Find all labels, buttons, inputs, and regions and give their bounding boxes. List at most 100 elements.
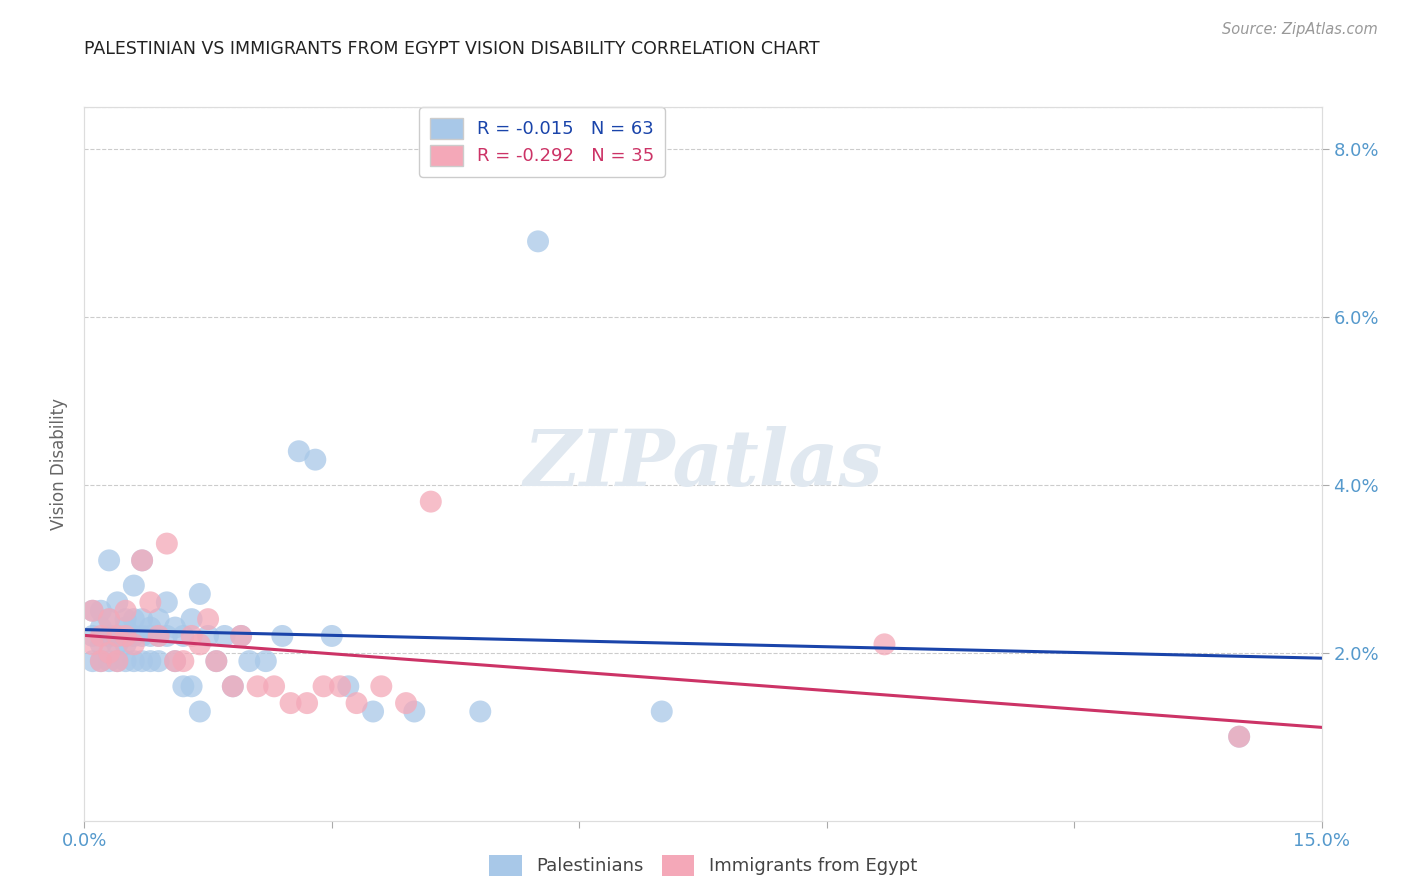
Point xyxy=(98,553,121,567)
Point xyxy=(1227,730,1250,744)
Point xyxy=(651,705,673,719)
Point xyxy=(98,612,121,626)
Point xyxy=(114,637,136,651)
Point xyxy=(98,629,121,643)
Point xyxy=(271,629,294,643)
Point xyxy=(172,679,194,693)
Point xyxy=(180,629,202,643)
Point xyxy=(361,705,384,719)
Point xyxy=(82,604,104,618)
Point xyxy=(98,629,121,643)
Point xyxy=(222,679,245,693)
Point xyxy=(295,696,318,710)
Point xyxy=(105,595,128,609)
Point xyxy=(90,654,112,668)
Point xyxy=(122,612,145,626)
Point xyxy=(205,654,228,668)
Point xyxy=(312,679,335,693)
Point xyxy=(180,612,202,626)
Point xyxy=(165,654,187,668)
Point xyxy=(105,637,128,651)
Point xyxy=(122,578,145,592)
Point xyxy=(82,654,104,668)
Point xyxy=(82,604,104,618)
Point xyxy=(188,637,211,651)
Point xyxy=(131,553,153,567)
Point xyxy=(470,705,492,719)
Point xyxy=(131,654,153,668)
Point xyxy=(873,637,896,651)
Point xyxy=(321,629,343,643)
Legend: Palestinians, Immigrants from Egypt: Palestinians, Immigrants from Egypt xyxy=(482,847,924,883)
Point xyxy=(139,595,162,609)
Point xyxy=(180,679,202,693)
Point xyxy=(246,679,269,693)
Point xyxy=(370,679,392,693)
Point xyxy=(139,654,162,668)
Point xyxy=(122,637,145,651)
Point xyxy=(105,629,128,643)
Text: PALESTINIAN VS IMMIGRANTS FROM EGYPT VISION DISABILITY CORRELATION CHART: PALESTINIAN VS IMMIGRANTS FROM EGYPT VIS… xyxy=(84,40,820,58)
Point xyxy=(122,654,145,668)
Point xyxy=(82,629,104,643)
Point xyxy=(122,629,145,643)
Point xyxy=(395,696,418,710)
Point xyxy=(114,629,136,643)
Point xyxy=(288,444,311,458)
Point xyxy=(263,679,285,693)
Point xyxy=(139,621,162,635)
Point xyxy=(98,612,121,626)
Point xyxy=(304,452,326,467)
Point xyxy=(188,587,211,601)
Point xyxy=(98,654,121,668)
Point xyxy=(156,536,179,550)
Point xyxy=(114,604,136,618)
Point xyxy=(197,629,219,643)
Point xyxy=(105,629,128,643)
Point xyxy=(254,654,277,668)
Point xyxy=(105,654,128,668)
Point xyxy=(404,705,426,719)
Point xyxy=(114,654,136,668)
Point xyxy=(329,679,352,693)
Text: ZIPatlas: ZIPatlas xyxy=(523,425,883,502)
Point xyxy=(90,604,112,618)
Point xyxy=(238,654,260,668)
Point xyxy=(188,705,211,719)
Point xyxy=(346,696,368,710)
Point xyxy=(139,629,162,643)
Point xyxy=(114,629,136,643)
Point xyxy=(222,679,245,693)
Point xyxy=(131,553,153,567)
Point xyxy=(105,654,128,668)
Point xyxy=(527,235,550,249)
Point xyxy=(148,612,170,626)
Point xyxy=(82,637,104,651)
Point xyxy=(114,621,136,635)
Point xyxy=(280,696,302,710)
Point xyxy=(90,621,112,635)
Point xyxy=(165,654,187,668)
Point xyxy=(90,637,112,651)
Point xyxy=(131,629,153,643)
Point xyxy=(156,595,179,609)
Point xyxy=(172,629,194,643)
Point xyxy=(156,629,179,643)
Point xyxy=(148,629,170,643)
Point xyxy=(419,494,441,508)
Point xyxy=(90,654,112,668)
Point xyxy=(1227,730,1250,744)
Point xyxy=(131,612,153,626)
Point xyxy=(205,654,228,668)
Point xyxy=(98,646,121,660)
Point xyxy=(172,654,194,668)
Point xyxy=(148,654,170,668)
Point xyxy=(229,629,252,643)
Y-axis label: Vision Disability: Vision Disability xyxy=(51,398,69,530)
Point xyxy=(197,612,219,626)
Point xyxy=(90,629,112,643)
Point xyxy=(337,679,360,693)
Point xyxy=(114,612,136,626)
Text: Source: ZipAtlas.com: Source: ZipAtlas.com xyxy=(1222,22,1378,37)
Point xyxy=(148,629,170,643)
